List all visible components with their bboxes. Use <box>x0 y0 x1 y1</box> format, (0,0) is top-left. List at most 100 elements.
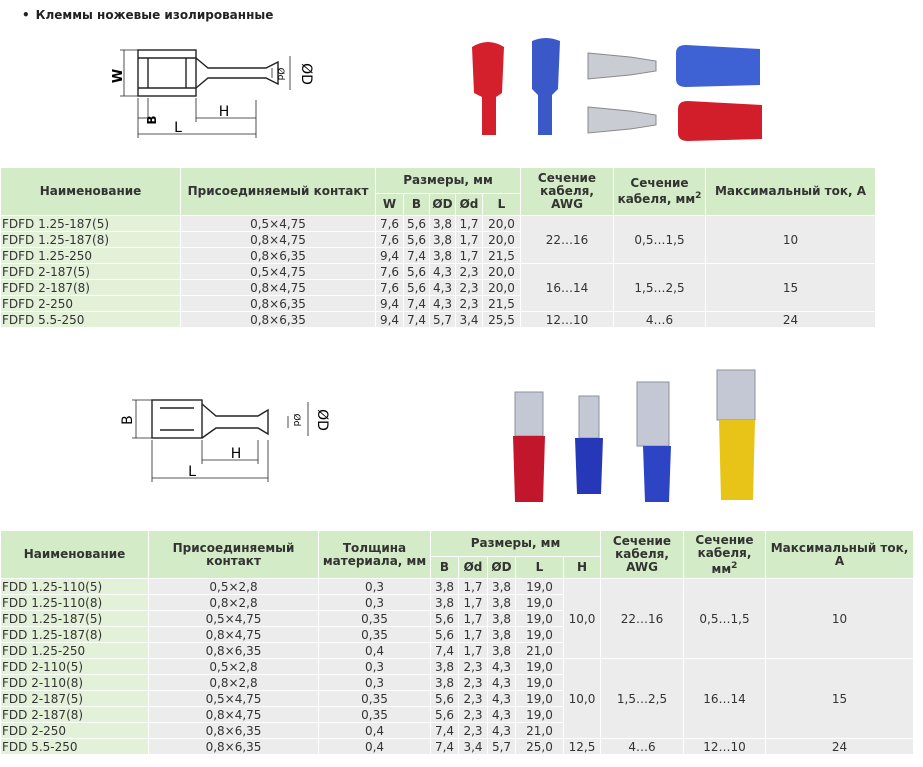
value-cell: 0,5×2,8 <box>148 658 319 675</box>
value-cell: 0,35 <box>318 690 431 707</box>
value-cell: 21,0 <box>515 722 564 739</box>
subheader-cell: Ød <box>455 193 483 216</box>
merged-cell: 1,5…2,5 <box>613 263 706 312</box>
value-cell: 0,8×6,35 <box>148 642 319 659</box>
header-cell: Присоединяемый контакт <box>148 530 319 579</box>
value-cell: 0,8×2,8 <box>148 674 319 691</box>
data-row: FDD 2-110(5) 0,5×2,8 0,3 3,8 2,3 4,3 19,0 10,0 1… <box>0 658 914 739</box>
header-cell: Сечение кабеля, мм2 <box>683 530 766 579</box>
value-cell: 7,4 <box>403 247 430 264</box>
value-cell: 2,3 <box>458 722 488 739</box>
value-cell: 19,0 <box>515 674 564 691</box>
header-cell: Наименование <box>0 167 181 216</box>
merged-cell: 10,0 <box>563 658 601 739</box>
page-title: Клеммы ножевые изолированные <box>22 8 274 22</box>
data-row: FDD 1.25-187(8) 0,8×4,75 0,35 5,6 1,7 3,8 19,0 <box>0 626 914 643</box>
header-cell: Сечение кабеля, AWG <box>600 530 684 579</box>
header-row: Наименование Присоединяемый контакт Толщин… <box>0 530 914 579</box>
header-row: B Ød ØD L H <box>1 556 914 579</box>
value-cell: 20,0 <box>482 231 521 248</box>
value-cell: 0,8×6,35 <box>180 311 376 328</box>
data-row: FDD 2-187(5) 0,5×4,75 0,35 5,6 2,3 4,3 19,0 <box>0 690 914 707</box>
value-cell: 3,8 <box>430 578 459 595</box>
value-cell: 1,7 <box>458 578 488 595</box>
name-cell: FDD 2-110(8) <box>0 674 149 691</box>
value-cell: 25,0 <box>515 738 564 755</box>
merged-cell: 12…10 <box>683 738 766 755</box>
header-cell: Максимальный ток, А <box>765 530 914 579</box>
value-cell: 0,35 <box>318 626 431 643</box>
value-cell: 4,3 <box>487 690 516 707</box>
header-cell: Присоединяемый контакт <box>180 167 376 216</box>
table-2: Наименование Присоединяемый контакт Толщин… <box>0 530 914 755</box>
name-cell: FDFD 1.25-187(8) <box>0 231 181 248</box>
merged-cell: 0,5…1,5 <box>683 578 766 659</box>
value-cell: 0,5×4,75 <box>148 610 319 627</box>
value-cell: 1,7 <box>455 231 483 248</box>
data-row: FDFD 1.25-187(5) 0,5×4,75 7,6 5,6 3,8 1,7 20,0… <box>0 215 876 264</box>
header-text: Размеры, мм <box>403 173 493 187</box>
value-cell: 7,6 <box>375 263 404 280</box>
value-cell: 3,8 <box>487 626 516 643</box>
data-row: FDFD 5.5-250 0,8×6,35 9,4 7,4 5,7 3,4 25,5 12…1… <box>0 311 876 328</box>
header-text: Присоединяемый контакт <box>187 184 369 198</box>
merged-cell: 22…16 <box>520 215 614 264</box>
data-row: FDD 1.25-187(5) 0,5×4,75 0,35 5,6 1,7 3,8 19,0 <box>0 610 914 627</box>
dim-label: Ød <box>291 414 302 427</box>
value-cell: 20,0 <box>482 215 521 232</box>
value-cell: 19,0 <box>515 706 564 723</box>
subheader-cell: L <box>482 193 521 216</box>
table-head: Наименование Присоединяемый контакт Размер… <box>0 167 876 216</box>
name-cell: FDD 2-187(8) <box>0 706 149 723</box>
header-cell: Толщина материала, мм <box>318 530 431 579</box>
header-cell: Размеры, мм <box>375 167 521 194</box>
value-cell: 0,3 <box>318 674 431 691</box>
dim-label: Ød <box>275 68 286 81</box>
header-cell: Размеры, мм <box>430 530 601 557</box>
name-cell: FDFD 1.25-187(5) <box>0 215 181 232</box>
name-cell: FDD 2-250 <box>0 722 149 739</box>
header-text: Сечение кабеля, мм <box>695 532 754 576</box>
value-cell: 0,3 <box>318 658 431 675</box>
value-cell: 3,4 <box>455 311 483 328</box>
name-cell: FDFD 2-187(8) <box>0 279 181 296</box>
merged-cell: 15 <box>765 658 914 739</box>
value-cell: 3,8 <box>430 658 459 675</box>
diagram-2: B L H Ød ØD <box>120 399 330 482</box>
value-cell: 4,3 <box>429 279 456 296</box>
dim-label: H <box>231 446 242 462</box>
name-cell: FDD 5.5-250 <box>0 738 149 755</box>
value-cell: 3,8 <box>430 594 459 611</box>
name-cell: FDD 1.25-187(8) <box>0 626 149 643</box>
value-cell: 7,4 <box>430 722 459 739</box>
header-text: Присоединяемый контакт <box>172 540 295 568</box>
subheader-cell: L <box>515 556 564 579</box>
value-cell: 0,4 <box>318 738 431 755</box>
data-row: FDFD 1.25-187(8) 0,8×4,75 7,6 5,6 3,8 1,7 20,0 <box>0 231 876 248</box>
merged-cell: 24 <box>765 738 914 755</box>
table-1: Наименование Присоединяемый контакт Размер… <box>0 167 876 328</box>
value-cell: 0,5×4,75 <box>148 690 319 707</box>
value-cell: 4,3 <box>487 706 516 723</box>
value-cell: 0,8×6,35 <box>180 247 376 264</box>
header-cell: Максимальный ток, А <box>705 167 876 216</box>
value-cell: 2,3 <box>458 706 488 723</box>
value-cell: 2,3 <box>455 279 483 296</box>
name-cell: FDD 1.25-110(5) <box>0 578 149 595</box>
value-cell: 2,3 <box>458 658 488 675</box>
table-head: Наименование Присоединяемый контакт Толщин… <box>0 530 914 579</box>
value-cell: 0,35 <box>318 706 431 723</box>
header-cell: Сечение кабеля, мм2 <box>613 167 706 216</box>
subheader-cell: ØD <box>487 556 516 579</box>
value-cell: 19,0 <box>515 594 564 611</box>
data-row: FDD 1.25-110(8) 0,8×2,8 0,3 3,8 1,7 3,8 19,0 <box>0 594 914 611</box>
value-cell: 0,8×2,8 <box>148 594 319 611</box>
value-cell: 3,8 <box>429 247 456 264</box>
value-cell: 19,0 <box>515 658 564 675</box>
subheader-cell: Ød <box>458 556 488 579</box>
subheader-cell: H <box>563 556 601 579</box>
value-cell: 5,6 <box>403 263 430 280</box>
merged-cell: 24 <box>705 311 876 328</box>
value-cell: 21,5 <box>482 247 521 264</box>
